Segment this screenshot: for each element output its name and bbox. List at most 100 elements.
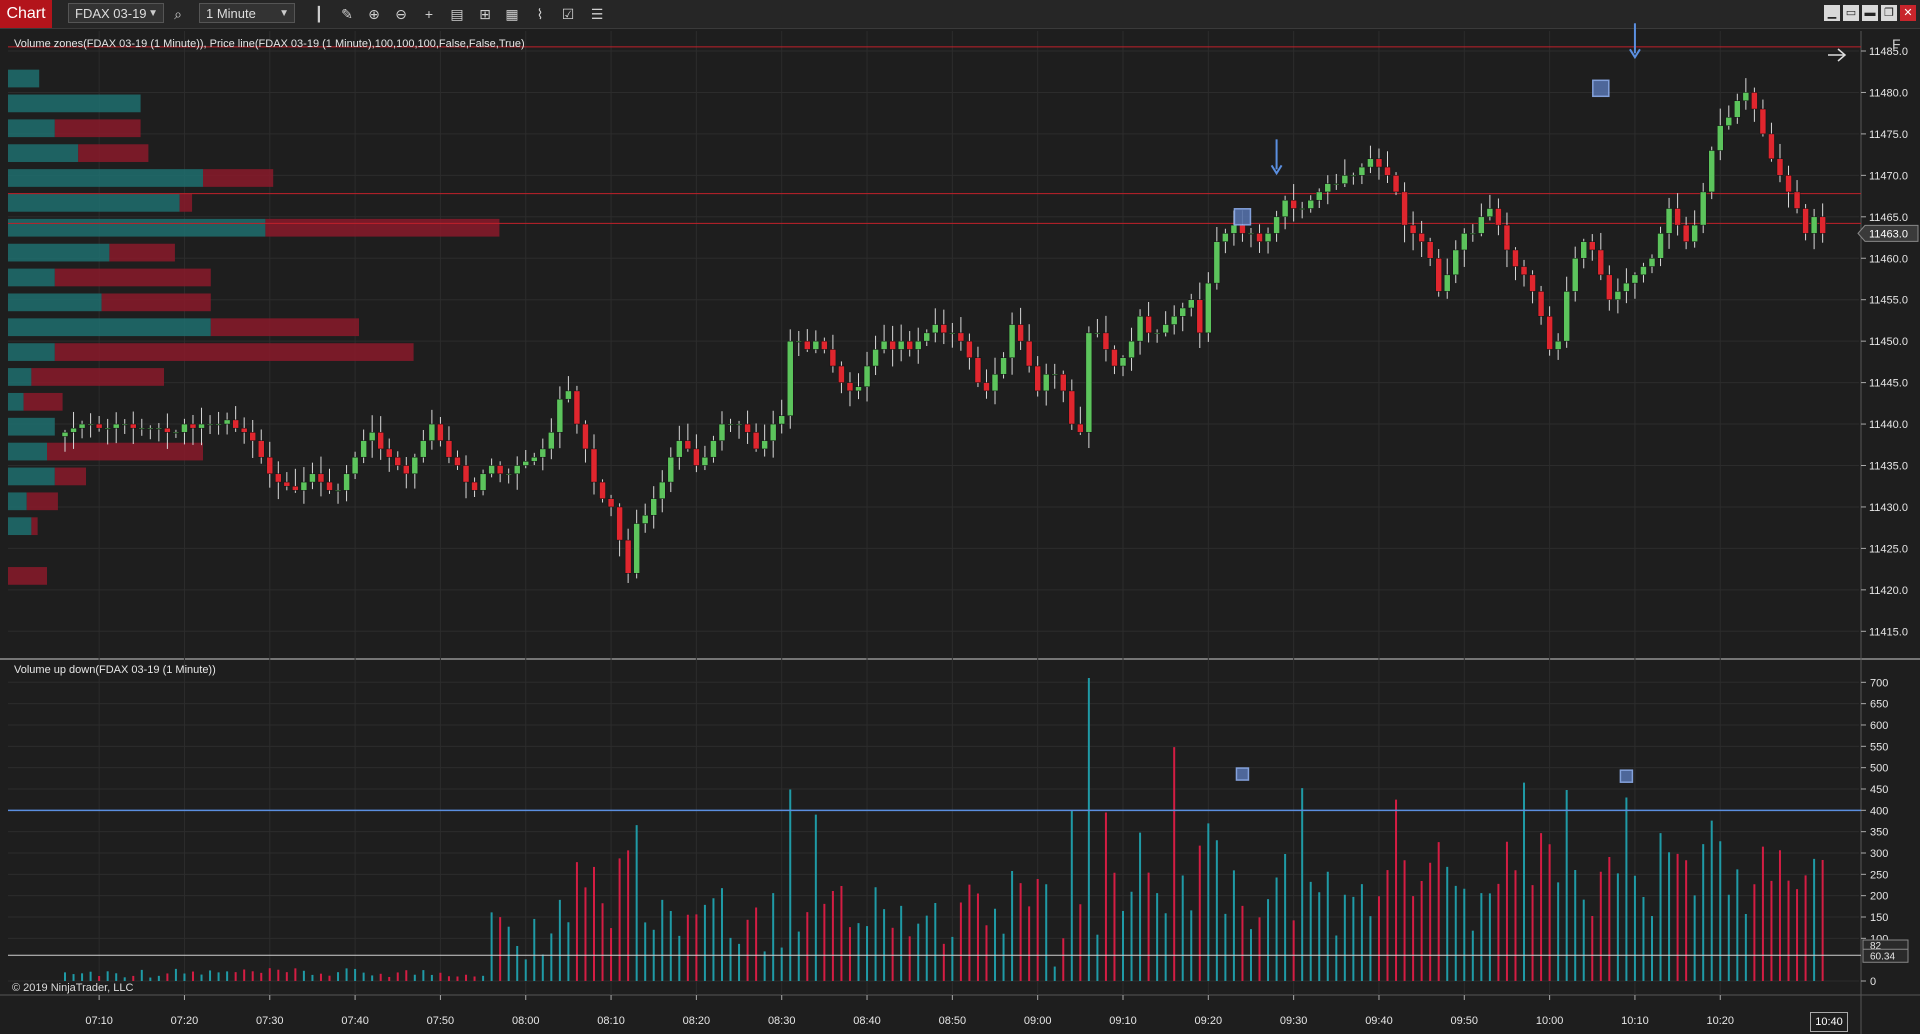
crosshair-icon[interactable]: + <box>424 6 434 22</box>
candle <box>1025 340 1033 367</box>
indicators-icon[interactable]: ▦ <box>505 6 519 22</box>
candle <box>1222 233 1229 242</box>
candle <box>112 423 120 429</box>
candle <box>1239 224 1246 234</box>
candle <box>292 485 299 491</box>
candle <box>121 423 128 426</box>
candle <box>1631 274 1639 284</box>
candle <box>659 481 666 499</box>
minimize-icon[interactable]: ▁ <box>1824 5 1840 21</box>
time-axis-label: 08:30 <box>768 1015 796 1027</box>
interval-selector[interactable]: 1 Minute ▼ <box>199 3 295 23</box>
candle <box>1008 324 1016 358</box>
candle <box>1486 208 1494 218</box>
candle <box>1350 175 1357 177</box>
candle <box>727 423 734 426</box>
candle <box>1495 208 1502 226</box>
price-axis-label: 11475.0 <box>1869 129 1908 141</box>
properties-icon[interactable]: ⊞ <box>479 6 491 22</box>
data-box-icon[interactable]: ▤ <box>450 6 464 22</box>
candle <box>872 349 879 367</box>
candle <box>1699 191 1707 226</box>
tile-icon[interactable]: ❐ <box>1881 5 1897 21</box>
candle <box>1674 208 1681 226</box>
candle <box>1145 316 1152 334</box>
candle <box>838 365 845 383</box>
candle <box>1392 175 1400 193</box>
chart-tab[interactable]: Chart <box>0 0 52 28</box>
candle <box>1426 241 1434 259</box>
candle <box>573 390 581 425</box>
candle <box>590 448 598 483</box>
volume-zone-sell <box>26 492 58 511</box>
candle <box>1819 216 1826 234</box>
list-icon[interactable]: ☰ <box>590 6 604 22</box>
maximize-icon[interactable]: ▬ <box>1862 5 1878 21</box>
restore-icon[interactable]: ▭ <box>1843 5 1859 21</box>
volume-axis-label: 150 <box>1870 912 1888 924</box>
candle <box>1188 299 1195 309</box>
instrument-selector[interactable]: FDAX 03-19 ▼ <box>68 3 164 23</box>
candle <box>957 332 965 342</box>
volume-zone-buy <box>8 392 24 411</box>
volume-zone-buy <box>8 94 141 113</box>
candle <box>932 324 939 334</box>
time-axis-label: 10:10 <box>1621 1015 1649 1027</box>
volume-zone-sell <box>31 368 165 386</box>
candle <box>360 440 367 458</box>
side-button[interactable]: F <box>1892 36 1901 52</box>
candle <box>1409 224 1417 234</box>
candle <box>1682 224 1690 242</box>
last-price-label: 11463.0 <box>1869 228 1908 240</box>
candle <box>1153 332 1161 335</box>
candle <box>1068 390 1076 425</box>
candle <box>198 423 205 429</box>
candle <box>650 498 657 516</box>
candle <box>804 340 811 350</box>
candle <box>232 419 239 429</box>
bar-type-icon[interactable]: ┃ <box>314 6 324 22</box>
candle <box>684 440 692 450</box>
candle <box>676 440 683 458</box>
candle <box>1077 423 1084 433</box>
candle <box>1119 357 1127 367</box>
volume-axis-label: 450 <box>1870 784 1888 796</box>
volume-value-badge <box>1862 948 1909 963</box>
volume-zone-sell <box>101 293 211 312</box>
candle <box>300 481 308 491</box>
candle <box>78 423 86 429</box>
candle <box>1085 332 1093 433</box>
volume-zone-buy <box>8 169 203 187</box>
candle <box>880 340 888 350</box>
candle <box>1640 266 1647 276</box>
volume-axis-label: 600 <box>1870 720 1888 732</box>
candle <box>1537 291 1545 317</box>
zoom-in-icon[interactable]: ⊕ <box>368 6 380 22</box>
templates-icon[interactable]: ☑ <box>561 6 575 22</box>
search-icon[interactable]: ⌕ <box>174 6 182 22</box>
volume-zone-buy <box>8 492 27 511</box>
down-arrow-head <box>1629 48 1641 60</box>
time-axis-label: 07:20 <box>171 1015 199 1027</box>
zoom-out-icon[interactable]: ⊖ <box>395 6 407 22</box>
candle <box>906 340 913 350</box>
candle <box>1580 241 1587 259</box>
candle <box>795 340 803 343</box>
strategies-icon[interactable]: ⌇ <box>536 6 544 22</box>
volume-value-label: 60.34 <box>1870 951 1895 962</box>
drawing-tool-icon[interactable]: ✎ <box>341 6 353 22</box>
candle <box>1051 374 1058 376</box>
volume-zone-buy <box>8 368 32 386</box>
volume-zone-sell <box>47 442 203 461</box>
volume-axis-label: 350 <box>1870 827 1888 839</box>
candle <box>1759 108 1767 135</box>
candle <box>1111 349 1118 367</box>
candle <box>1179 307 1186 317</box>
time-axis-label: 08:50 <box>939 1015 967 1027</box>
volume-zone-sell <box>54 119 141 138</box>
candle <box>1657 233 1664 259</box>
candle <box>1810 216 1818 234</box>
candle <box>923 332 931 342</box>
close-icon[interactable]: ✕ <box>1900 5 1916 21</box>
